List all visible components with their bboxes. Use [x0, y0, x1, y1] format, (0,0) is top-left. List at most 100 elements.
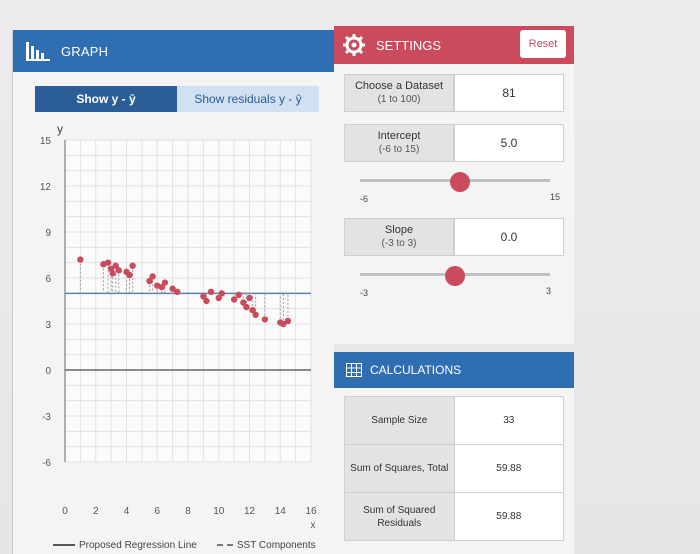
data-point	[218, 290, 226, 297]
intercept-slider[interactable]	[360, 172, 550, 192]
data-point	[115, 267, 123, 274]
data-point	[261, 316, 269, 323]
table-row: Sum of Squared Residuals 59.88	[344, 492, 565, 541]
x-tick-label: 2	[93, 506, 99, 517]
intercept-row: Intercept (-6 to 15) 5.0	[344, 124, 564, 162]
dataset-label: Choose a Dataset	[354, 80, 444, 92]
sst-legend-label: SST Components	[236, 539, 316, 551]
x-tick-label: 16	[305, 506, 317, 517]
dataset-label-box: Choose a Dataset (1 to 100)	[344, 74, 454, 112]
data-point	[240, 299, 247, 306]
y-tick-label: 12	[40, 182, 52, 193]
legend: Proposed Regression Line SST Components	[53, 536, 343, 554]
regression-legend-swatch	[53, 544, 75, 546]
data-point	[230, 296, 238, 303]
x-tick-label: 10	[213, 506, 225, 517]
intercept-range: (-6 to 15)	[378, 144, 420, 155]
x-tick-label: 0	[62, 506, 68, 517]
slope-label-box: Slope (-3 to 3)	[344, 218, 454, 256]
sample-size-value: 33	[453, 396, 565, 445]
settings-header: SETTINGS Reset	[334, 26, 574, 64]
data-point	[158, 284, 166, 291]
y-tick-label: -3	[42, 412, 51, 423]
y-tick-label: 6	[45, 274, 51, 285]
y-tick-label: -6	[42, 458, 51, 469]
x-tick-label: 4	[124, 506, 130, 517]
y-tick-label: 0	[45, 366, 51, 377]
slope-min-label: -3	[360, 288, 369, 298]
dataset-row: Choose a Dataset (1 to 100) 81	[344, 74, 564, 112]
data-point	[126, 271, 133, 279]
x-tick-label: 8	[185, 506, 191, 517]
y-axis-label: y	[57, 122, 63, 136]
show-deviation-button[interactable]: Show y - ȳ	[35, 86, 177, 112]
graph-header: GRAPH	[13, 30, 335, 72]
data-point	[174, 288, 181, 295]
sst-legend-swatch	[216, 544, 233, 546]
data-point	[149, 273, 156, 280]
data-point	[243, 303, 250, 311]
settings-title: SETTINGS	[376, 37, 442, 53]
data-point	[112, 262, 119, 269]
scatter-plot: 15 12 9 6 3 0 -3 -6 0 2 4 6 8 10 12 14 16 x	[40, 136, 317, 531]
sst-value: 59.88	[453, 444, 565, 493]
x-tick-label: 14	[275, 506, 287, 517]
slope-label: Slope	[384, 224, 414, 236]
data-point	[284, 317, 292, 325]
show-residuals-button[interactable]: Show residuals y - ŷ	[177, 86, 319, 112]
calculations-title: CALCULATIONS	[370, 363, 462, 377]
intercept-max-label: 15	[550, 192, 561, 202]
data-point	[215, 294, 222, 302]
data-point	[146, 277, 153, 285]
view-toggle: Show y - ȳ Show residuals y - ŷ	[35, 86, 319, 112]
x-axis-label: x	[311, 520, 316, 531]
slope-max-label: 3	[546, 286, 552, 296]
x-tick-label: 12	[244, 506, 256, 517]
sample-size-label: Sample Size	[344, 396, 455, 445]
data-point	[104, 259, 112, 266]
regression-legend-label: Proposed Regression Line	[79, 539, 197, 551]
settings-panel: SETTINGS Reset Choose a Dataset (1 to 10…	[334, 26, 574, 344]
intercept-min-label: -6	[360, 194, 369, 204]
ssr-value: 59.88	[453, 492, 565, 541]
x-tick-label: 6	[154, 506, 160, 517]
bar-chart-icon	[26, 42, 50, 61]
calculations-panel: CALCULATIONS Sample Size 33 Sum of Squar…	[334, 352, 574, 554]
table-row: Sum of Squares, Total 59.88	[344, 444, 565, 493]
intercept-slider-thumb[interactable]	[449, 172, 470, 192]
dataset-input[interactable]: 81	[454, 74, 564, 112]
data-point	[169, 285, 176, 292]
data-point	[203, 297, 210, 305]
slope-input[interactable]: 0.0	[454, 218, 564, 256]
y-tick-label: 15	[40, 136, 52, 147]
slope-slider-thumb[interactable]	[445, 266, 465, 286]
data-point	[129, 262, 136, 269]
dataset-range: (1 to 100)	[377, 94, 421, 105]
slope-slider[interactable]	[360, 266, 550, 286]
table-icon	[346, 363, 362, 377]
calculations-table: Sample Size 33 Sum of Squares, Total 59.…	[344, 396, 565, 541]
data-point	[246, 294, 253, 302]
data-point	[207, 288, 215, 295]
gear-icon	[343, 34, 365, 56]
ssr-label: Sum of Squared Residuals	[344, 492, 455, 541]
sst-label: Sum of Squares, Total	[344, 444, 455, 493]
intercept-label-box: Intercept (-6 to 15)	[344, 124, 454, 162]
data-point	[161, 279, 169, 286]
y-tick-label: 9	[45, 228, 51, 239]
data-point	[109, 270, 116, 277]
graph-title: GRAPH	[61, 43, 109, 59]
calculations-header: CALCULATIONS	[334, 352, 574, 388]
y-tick-label: 3	[45, 320, 51, 331]
slope-range: (-3 to 3)	[381, 238, 417, 249]
data-point	[252, 311, 259, 318]
intercept-label: Intercept	[377, 130, 421, 142]
data-point	[249, 307, 256, 314]
data-point	[200, 293, 207, 300]
slope-row: Slope (-3 to 3) 0.0	[344, 218, 564, 256]
intercept-input[interactable]: 5.0	[454, 124, 564, 162]
reset-button[interactable]: Reset	[520, 30, 566, 58]
data-point	[77, 256, 84, 263]
graph-panel: GRAPH Show y - ȳ Show residuals y - ŷ y …	[12, 30, 335, 554]
